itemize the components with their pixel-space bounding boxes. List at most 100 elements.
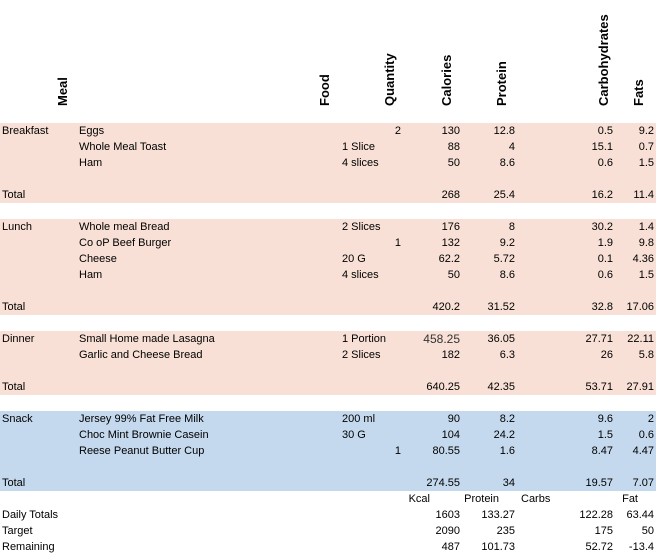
table-row: Lunch Whole meal Bread 2 Slices 176 8 30… [0, 219, 656, 235]
total-label: Total [2, 189, 26, 201]
protein-total: 31.52 [487, 301, 515, 313]
calories-cell: 176 [441, 221, 460, 233]
fat-total: 27.91 [626, 381, 654, 393]
food-cell: Ham [79, 157, 103, 169]
total-label: Total [2, 301, 26, 313]
carbs-cell: 0.5 [597, 125, 613, 137]
calories-cell: 130 [441, 125, 460, 137]
calories-cell: 80.55 [432, 445, 460, 457]
calories-cell: 62.2 [438, 253, 460, 265]
fat-cell: 0.6 [638, 429, 654, 441]
protein-cell: 12.8 [493, 125, 515, 137]
carbs-total: 19.57 [585, 477, 613, 489]
calories-cell: 50 [447, 157, 460, 169]
protein-cell: 9.2 [499, 237, 515, 249]
header-food: Food [317, 74, 332, 106]
total-label: Total [2, 381, 26, 393]
table-row: Whole Meal Toast 1 Slice 88 4 15.1 0.7 [0, 139, 656, 155]
food-cell: Eggs [79, 125, 105, 137]
carbs-cell: 1.5 [597, 429, 613, 441]
table-row: Ham 4 slices 50 8.6 0.6 1.5 [0, 155, 656, 171]
total-row: Total 268 25.4 16.2 11.4 [0, 187, 656, 203]
protein-cell: 8.2 [499, 413, 515, 425]
summary-remaining-row: Remaining 487 101.73 52.72 -13.4 [0, 539, 656, 555]
table-row: Choc Mint Brownie Casein 30 G 104 24.2 1… [0, 427, 656, 443]
fat-cell: 9.8 [638, 237, 654, 249]
header-fats: Fats [631, 79, 646, 106]
qty-cell: 1 Portion [342, 333, 387, 345]
food-cell: Cheese [79, 253, 117, 265]
units-carbs: Carbs [521, 493, 551, 505]
qty-cell: 1 Slice [342, 141, 376, 153]
qty-cell: 20 G [342, 253, 366, 265]
units-kcal: Kcal [408, 493, 430, 505]
food-cell: Whole meal Bread [79, 221, 170, 233]
carbs-cell: 30.2 [591, 221, 613, 233]
fat-cell: 9.2 [638, 125, 654, 137]
meal-label: Breakfast [2, 125, 49, 137]
carbs-total: 32.8 [591, 301, 613, 313]
food-cell: Jersey 99% Fat Free Milk [79, 413, 204, 425]
target-label: Target [2, 525, 33, 537]
remaining-protein: 101.73 [481, 541, 515, 553]
fat-cell: 22.11 [627, 333, 654, 345]
qty-cell: 30 G [342, 429, 366, 441]
fat-cell: 1.5 [638, 269, 654, 281]
table-row: Reese Peanut Butter Cup 1 80.55 1.6 8.47… [0, 443, 656, 459]
summary-target-row: Target 2090 235 175 50 [0, 523, 656, 539]
spacer-row [0, 459, 656, 475]
food-cell: Whole Meal Toast [79, 141, 167, 153]
protein-total: 34 [502, 477, 515, 489]
carbs-cell: 26 [600, 349, 613, 361]
carbs-cell: 9.6 [597, 413, 613, 425]
target-calories: 2090 [435, 525, 460, 537]
qty-cell: 2 Slices [342, 221, 381, 233]
daily-calories: 1603 [435, 509, 460, 521]
fat-cell: 1.4 [638, 221, 654, 233]
protein-cell: 8.6 [499, 269, 515, 281]
carbs-total: 53.71 [585, 381, 613, 393]
header-quantity: Quantity [382, 53, 397, 106]
calories-cell: 104 [441, 429, 460, 441]
summary-daily-row: Daily Totals 1603 133.27 122.28 63.44 [0, 507, 656, 523]
qty-cell: 200 ml [342, 413, 376, 425]
food-cell: Reese Peanut Butter Cup [79, 445, 205, 457]
calories-cell: 90 [447, 413, 460, 425]
protein-cell: 1.6 [499, 445, 515, 457]
fat-cell: 1.5 [638, 157, 654, 169]
daily-fat: 63.44 [626, 509, 654, 521]
meal-label: Snack [2, 413, 33, 425]
protein-cell: 8.6 [499, 157, 515, 169]
fat-cell: 4.47 [632, 445, 654, 457]
calories-cell: 182 [441, 349, 460, 361]
total-row: Total 274.55 34 19.57 7.07 [0, 475, 656, 491]
calories-total: 420.2 [432, 301, 460, 313]
target-fat: 50 [641, 525, 654, 537]
carbs-total: 16.2 [591, 189, 613, 201]
protein-total: 25.4 [493, 189, 515, 201]
fat-total: 11.4 [633, 189, 654, 201]
table-row: Cheese 20 G 62.2 5.72 0.1 4.36 [0, 251, 656, 267]
protein-cell: 6.3 [499, 349, 515, 361]
qty-cell: 2 Slices [342, 349, 381, 361]
meal-label: Dinner [2, 333, 35, 345]
target-protein: 235 [496, 525, 515, 537]
calories-cell: 50 [447, 269, 460, 281]
carbs-cell: 0.1 [597, 253, 613, 265]
fat-cell: 0.7 [638, 141, 654, 153]
calories-cell: 132 [441, 237, 460, 249]
food-cell: Co oP Beef Burger [79, 237, 172, 249]
units-protein: Protein [464, 493, 499, 505]
header-row: Meal Food Quantity Calories Protein Carb… [0, 0, 656, 122]
table-row: Ham 4 slices 50 8.6 0.6 1.5 [0, 267, 656, 283]
remaining-fat: -13.4 [628, 541, 654, 553]
target-carbs: 175 [594, 525, 613, 537]
daily-totals-label: Daily Totals [2, 509, 59, 521]
calories-cell: 458.25 [423, 332, 460, 346]
header-carbohydrates: Carbohydrates [596, 14, 611, 106]
remaining-label: Remaining [2, 541, 55, 553]
protein-cell: 8 [508, 221, 515, 233]
table-row: Dinner Small Home made Lasagna 1 Portion… [0, 331, 656, 347]
total-label: Total [2, 477, 26, 489]
units-fat: Fat [622, 493, 638, 505]
